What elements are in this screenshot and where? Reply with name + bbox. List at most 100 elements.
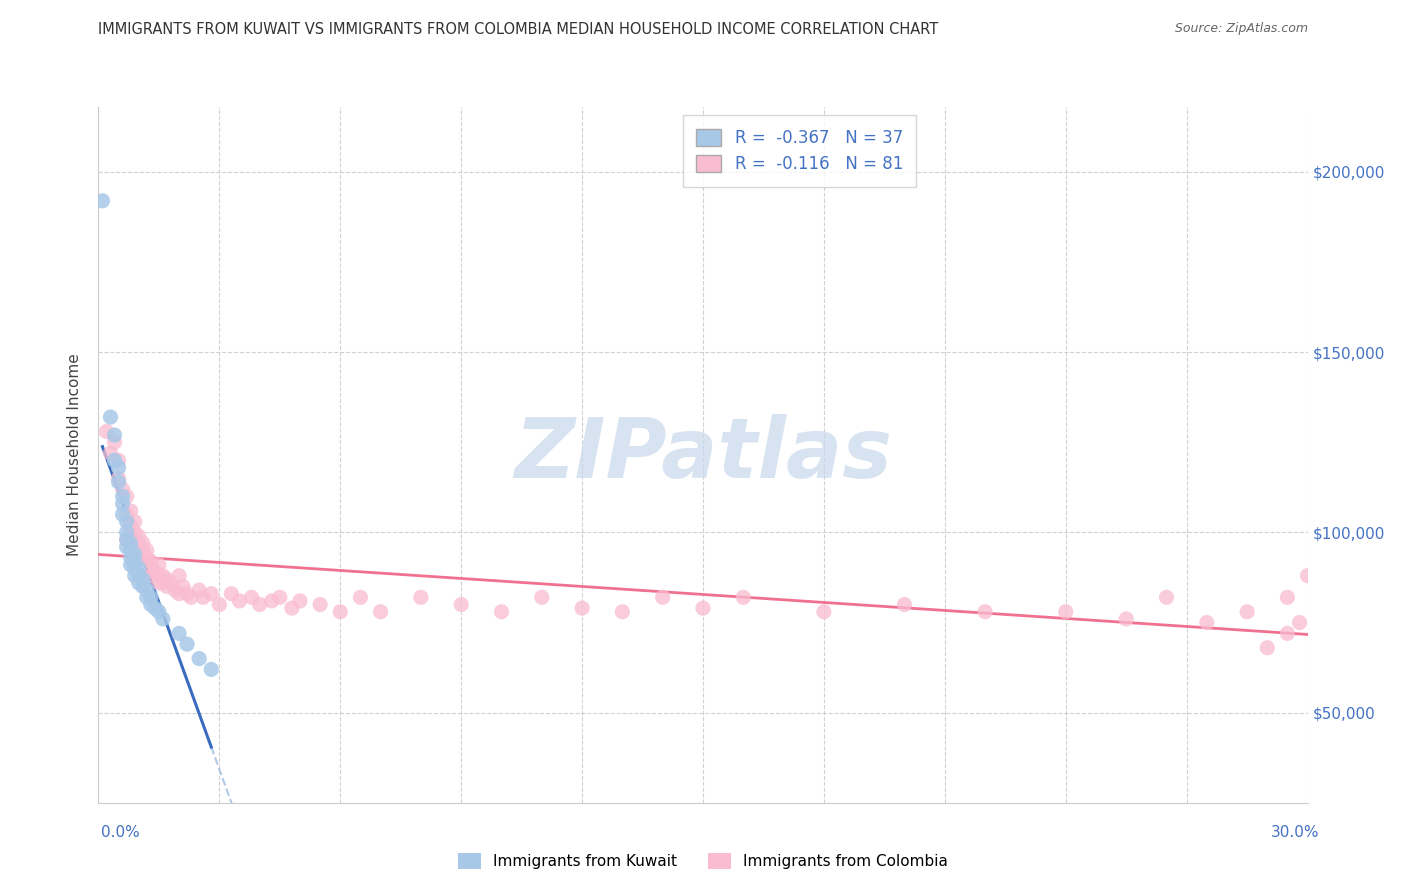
Point	[180, 591, 202, 605]
Point	[228, 594, 250, 608]
Point	[139, 554, 162, 568]
Point	[260, 594, 283, 608]
Text: ZIPatlas: ZIPatlas	[515, 415, 891, 495]
Point	[148, 575, 170, 590]
Point	[269, 591, 291, 605]
Point	[221, 587, 243, 601]
Point	[309, 598, 332, 612]
Point	[100, 410, 122, 425]
Point	[111, 482, 134, 496]
Point	[132, 543, 155, 558]
Point	[491, 605, 513, 619]
Point	[128, 568, 150, 582]
Point	[651, 591, 673, 605]
Point	[128, 550, 150, 565]
Point	[111, 497, 134, 511]
Point	[349, 591, 371, 605]
Point	[120, 550, 142, 565]
Point	[107, 460, 129, 475]
Point	[172, 580, 194, 594]
Point	[208, 598, 231, 612]
Point	[733, 591, 755, 605]
Point	[143, 601, 166, 615]
Point	[200, 587, 222, 601]
Point	[124, 547, 146, 561]
Point	[115, 489, 138, 503]
Point	[103, 428, 125, 442]
Point	[124, 561, 146, 575]
Point	[120, 543, 142, 558]
Point	[139, 568, 162, 582]
Point	[281, 601, 304, 615]
Point	[124, 536, 146, 550]
Point	[139, 598, 162, 612]
Point	[120, 536, 142, 550]
Point	[107, 471, 129, 485]
Point	[409, 591, 432, 605]
Legend: R =  -0.367   N = 37, R =  -0.116   N = 81: R = -0.367 N = 37, R = -0.116 N = 81	[683, 115, 917, 186]
Point	[111, 489, 134, 503]
Point	[1277, 591, 1299, 605]
Point	[120, 504, 142, 518]
Point	[813, 605, 835, 619]
Point	[128, 561, 150, 575]
Point	[115, 508, 138, 522]
Point	[132, 550, 155, 565]
Point	[124, 568, 146, 582]
Point	[692, 601, 714, 615]
Point	[1054, 605, 1077, 619]
Point	[96, 425, 118, 439]
Point	[1288, 615, 1310, 630]
Point	[128, 543, 150, 558]
Point	[1277, 626, 1299, 640]
Point	[530, 591, 553, 605]
Point	[148, 558, 170, 572]
Point	[107, 453, 129, 467]
Point	[120, 536, 142, 550]
Point	[200, 662, 222, 676]
Point	[152, 612, 174, 626]
Point	[188, 583, 211, 598]
Point	[135, 591, 157, 605]
Point	[128, 575, 150, 590]
Point	[111, 508, 134, 522]
Text: 30.0%: 30.0%	[1271, 825, 1319, 839]
Point	[156, 572, 179, 586]
Point	[103, 453, 125, 467]
Point	[240, 591, 263, 605]
Point	[1236, 605, 1258, 619]
Point	[188, 651, 211, 665]
Point	[571, 601, 593, 615]
Point	[132, 536, 155, 550]
Point	[152, 568, 174, 582]
Point	[115, 533, 138, 547]
Point	[115, 525, 138, 540]
Point	[974, 605, 997, 619]
Point	[1296, 568, 1319, 582]
Point	[167, 626, 190, 640]
Point	[167, 568, 190, 582]
Point	[450, 598, 472, 612]
Point	[370, 605, 392, 619]
Point	[176, 637, 198, 651]
Text: Source: ZipAtlas.com: Source: ZipAtlas.com	[1174, 22, 1308, 36]
Point	[176, 587, 198, 601]
Point	[139, 561, 162, 575]
Text: 0.0%: 0.0%	[101, 825, 141, 839]
Point	[103, 435, 125, 450]
Point	[1115, 612, 1137, 626]
Point	[143, 565, 166, 579]
Point	[124, 525, 146, 540]
Point	[156, 580, 179, 594]
Point	[124, 554, 146, 568]
Point	[1156, 591, 1178, 605]
Point	[91, 194, 114, 208]
Point	[135, 583, 157, 598]
Point	[124, 515, 146, 529]
Point	[167, 587, 190, 601]
Point	[160, 575, 183, 590]
Point	[120, 558, 142, 572]
Point	[612, 605, 634, 619]
Point	[163, 583, 186, 598]
Point	[139, 591, 162, 605]
